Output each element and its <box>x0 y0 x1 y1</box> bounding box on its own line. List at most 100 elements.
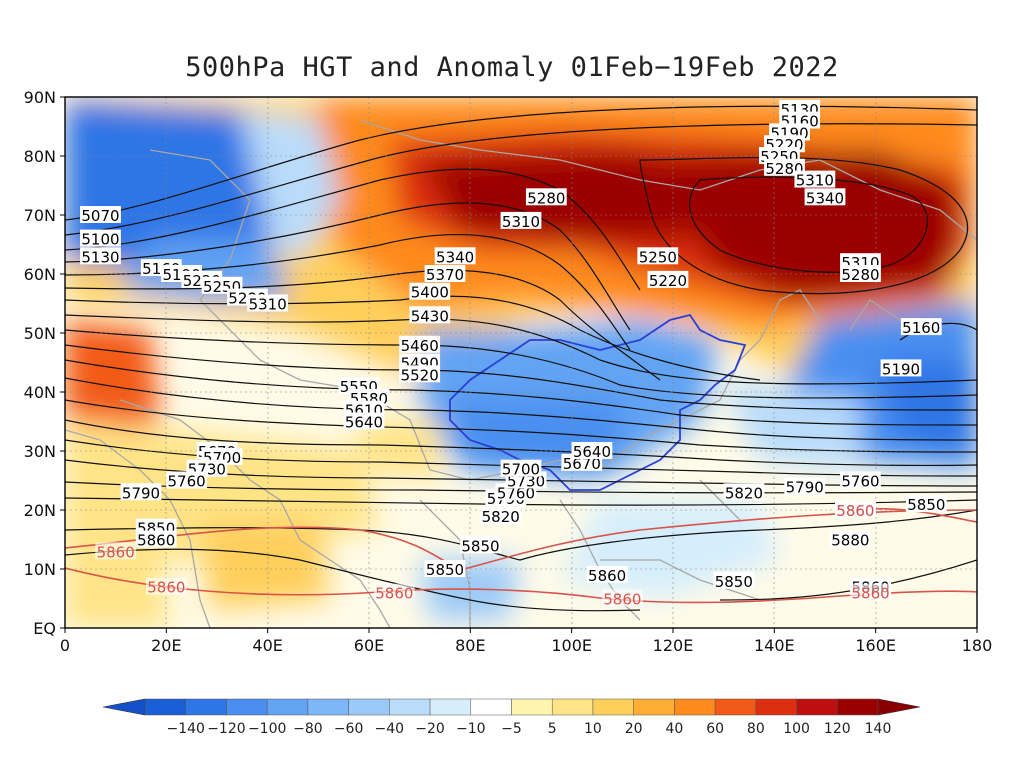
lat-tick-label: 30N <box>24 442 56 461</box>
colorbar-arrow-left <box>102 698 146 716</box>
lon-tick-label: 140E <box>754 636 795 655</box>
contour-label: 5400 <box>411 284 449 302</box>
contour-label-bg <box>120 483 162 501</box>
contour-label: 5860 <box>137 532 175 550</box>
contour-label-bg <box>829 530 871 548</box>
contour-label: 5370 <box>426 266 464 284</box>
contour-label-bg <box>525 188 567 206</box>
contour-label: 5070 <box>81 207 119 225</box>
contour-label: 5760 <box>497 484 535 502</box>
lat-tick-label: 10N <box>24 560 56 579</box>
contour-5860-label: 5860 <box>375 585 413 603</box>
contour-label-bg <box>409 282 451 300</box>
contour-label: 5700 <box>502 461 540 479</box>
contour-label-bg <box>647 270 689 288</box>
contour-label-bg <box>840 265 881 282</box>
contour-label: 5310 <box>249 296 287 314</box>
colorbar-label: 80 <box>747 721 765 737</box>
contour-label: 5190 <box>882 360 920 378</box>
colorbar-label: 10 <box>584 721 602 737</box>
contour-label-bg <box>784 477 826 495</box>
contour-label: 5790 <box>786 478 824 496</box>
contour-label: 5860 <box>588 567 626 585</box>
contour-label-bg <box>500 211 542 229</box>
contour-label: 5880 <box>831 532 869 550</box>
colorbar-label: −60 <box>334 721 364 737</box>
contour-label: 5310 <box>502 213 540 231</box>
colorbar-label: 140 <box>865 721 892 737</box>
lat-tick-label: 40N <box>24 383 56 402</box>
colorbar-swatch <box>551 698 594 716</box>
contour-label: 5100 <box>81 231 119 249</box>
contour-label: 5340 <box>806 189 844 207</box>
colorbar-label: −120 <box>207 721 245 737</box>
colorbar-arrow-right <box>877 698 921 716</box>
contour-label: 5520 <box>401 366 439 384</box>
contour-label-bg <box>399 335 441 353</box>
colorbar-swatch <box>226 698 268 716</box>
lon-tick-label: 80E <box>455 636 485 655</box>
contour-label: 5760 <box>841 473 879 491</box>
colorbar-label: 5 <box>548 721 557 737</box>
contour-5860-label-bg <box>95 542 137 560</box>
contour-label: 5280 <box>841 266 879 284</box>
colorbar-swatch <box>144 698 186 716</box>
contour-label: 5220 <box>649 272 687 290</box>
contour-label: 5160 <box>902 319 940 337</box>
contour-label-bg <box>460 536 501 554</box>
lat-tick-label: 70N <box>24 206 56 225</box>
contour-label: 5280 <box>527 189 565 207</box>
colorbar-swatch <box>470 698 512 716</box>
contour-label-bg <box>80 247 121 265</box>
contour-label: 5130 <box>81 248 119 266</box>
contour-5860-label-bg <box>373 583 415 601</box>
contour-label: 5670 <box>563 455 601 473</box>
contour-label-bg <box>343 412 385 430</box>
contour-label: 5310 <box>796 172 834 190</box>
colorbar-swatch <box>429 698 472 716</box>
lat-tick-label: 50N <box>24 324 56 343</box>
latitude-axis: EQ 10N 20N 30N 40N 50N 60N 70N 80N 90N <box>24 88 65 638</box>
contour-5860-label-bg <box>601 589 643 607</box>
colorbar-swatch <box>185 698 227 716</box>
contour-label: 5280 <box>765 160 803 178</box>
contour-label-bg <box>80 206 121 223</box>
contour-label: 5820 <box>725 484 763 502</box>
contour-label-bg <box>399 365 441 383</box>
contour-label: 5850 <box>907 496 945 514</box>
contour-label-bg <box>166 471 207 489</box>
contour-5860-label: 5860 <box>836 502 874 520</box>
contour-label-bg <box>713 571 755 589</box>
contour-label: 5820 <box>482 508 520 526</box>
contour-label-bg <box>480 506 522 524</box>
colorbar-label: −100 <box>248 721 286 737</box>
contour-label: 5340 <box>436 248 474 266</box>
contour-5860-label-bg <box>850 583 891 601</box>
contour-label: 5760 <box>168 473 206 491</box>
colorbar-label: −140 <box>166 721 204 737</box>
lat-tick-label: 60N <box>24 265 56 284</box>
contour-label: 5850 <box>426 561 464 579</box>
contour-label: 5850 <box>715 573 753 591</box>
lon-tick-label: 40E <box>252 636 282 655</box>
colorbar-label: 60 <box>706 721 724 737</box>
contour-label-bg <box>434 247 476 265</box>
contour-label: 5850 <box>461 537 499 555</box>
colorbar-swatch <box>837 698 879 716</box>
lon-tick-label: 0 <box>60 636 70 655</box>
longitude-axis: 0 20E 40E 60E 80E 100E 120E 140E 160E 180 <box>60 628 992 655</box>
colorbar-label: −10 <box>456 721 486 737</box>
contour-label: 5790 <box>122 484 160 502</box>
colorbar-swatch <box>511 698 553 716</box>
contour-labels: 5070510051305160519052205250528053105280… <box>80 99 947 597</box>
lon-tick-label: 20E <box>151 636 181 655</box>
contour-label-bg <box>247 294 289 312</box>
contour-5860-label: 5860 <box>603 591 641 609</box>
contour-label-bg <box>80 229 121 247</box>
contour-label: 5730 <box>507 473 545 491</box>
colorbar-label: 20 <box>625 721 643 737</box>
colorbar-swatch <box>796 698 838 716</box>
contour-label-bg <box>637 247 679 265</box>
lon-tick-label: 160E <box>855 636 896 655</box>
